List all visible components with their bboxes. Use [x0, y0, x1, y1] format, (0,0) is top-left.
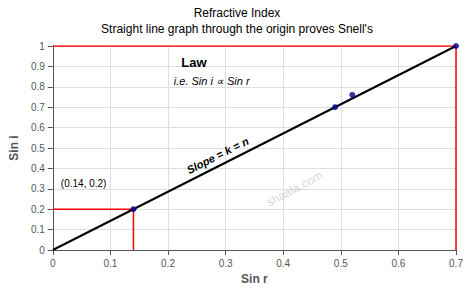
svg-text:0: 0	[39, 245, 45, 256]
svg-text:0.6: 0.6	[31, 122, 45, 133]
svg-text:0.5: 0.5	[31, 143, 45, 154]
svg-text:0.2: 0.2	[31, 204, 45, 215]
svg-text:0.1: 0.1	[31, 224, 45, 235]
svg-text:Straight line graph through th: Straight line graph through the origin p…	[101, 22, 373, 36]
svg-text:0.4: 0.4	[31, 163, 45, 174]
svg-text:Sin r: Sin r	[241, 272, 268, 286]
svg-text:Sin i: Sin i	[7, 135, 21, 160]
svg-text:Law: Law	[181, 55, 207, 70]
svg-text:i.e. Sin i ∝ Sin r: i.e. Sin i ∝ Sin r	[174, 75, 251, 87]
svg-text:0.7: 0.7	[449, 258, 463, 269]
svg-text:0.2: 0.2	[161, 258, 175, 269]
svg-text:0.3: 0.3	[219, 258, 233, 269]
svg-text:0: 0	[50, 258, 56, 269]
svg-text:0.8: 0.8	[31, 81, 45, 92]
svg-text:(0.14, 0.2): (0.14, 0.2)	[61, 178, 107, 189]
svg-text:Slope = k = n: Slope = k = n	[185, 135, 251, 176]
svg-text:Refractive Index: Refractive Index	[194, 6, 281, 20]
svg-text:0.1: 0.1	[103, 258, 117, 269]
svg-text:0.6: 0.6	[391, 258, 405, 269]
svg-text:0.7: 0.7	[31, 102, 45, 113]
svg-text:0.9: 0.9	[31, 61, 45, 72]
svg-text:0.4: 0.4	[276, 258, 290, 269]
svg-text:0.5: 0.5	[334, 258, 348, 269]
svg-text:0.3: 0.3	[31, 183, 45, 194]
svg-text:shaala.com: shaala.com	[264, 168, 325, 209]
svg-text:1: 1	[39, 41, 45, 52]
